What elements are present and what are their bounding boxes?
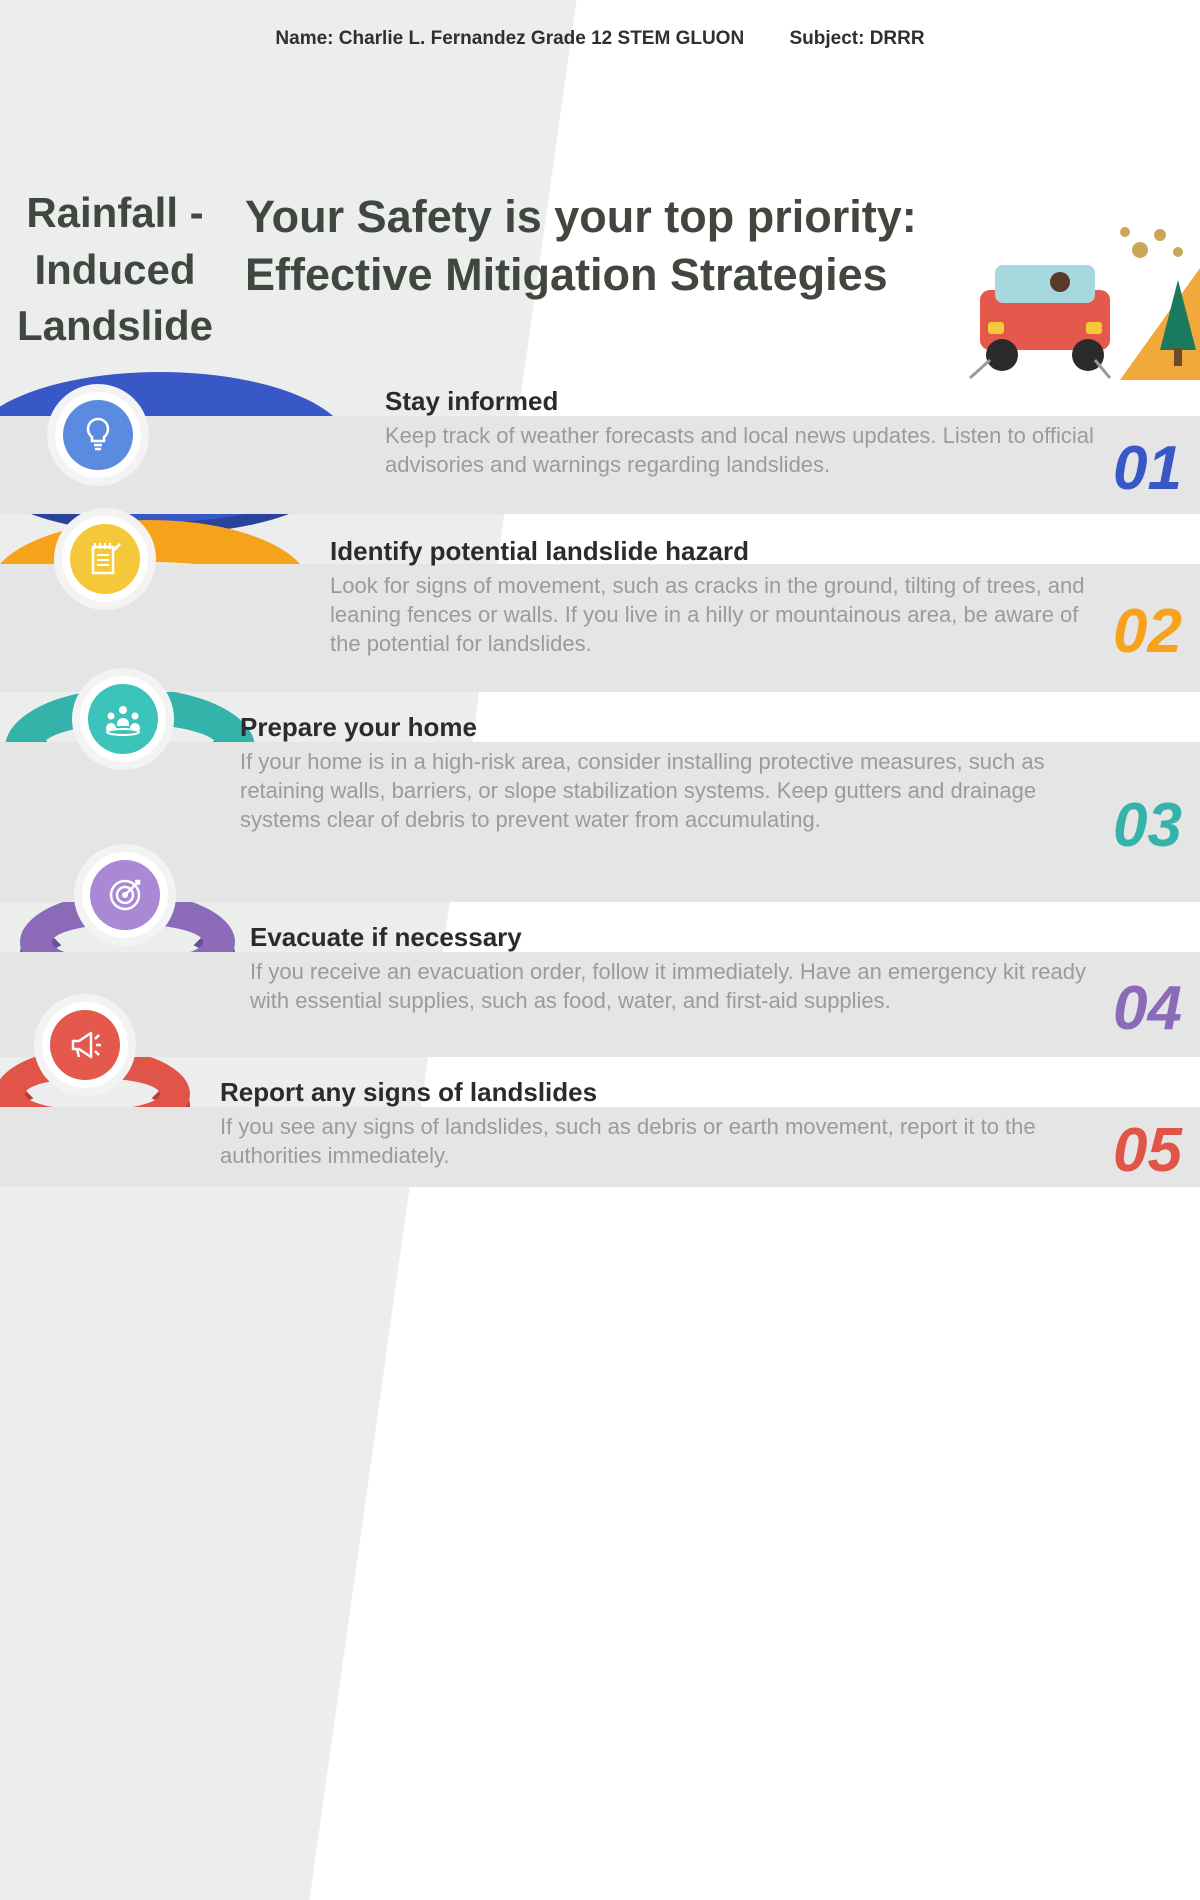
strategy-icon-badge [62,516,148,602]
bulb-icon [63,400,133,470]
slope-shape [1120,240,1200,380]
strategy-item: Stay informed Keep track of weather forec… [0,380,1200,514]
strategy-body: If you see any signs of landslides, such… [220,1112,1099,1170]
rock-3 [1120,227,1130,237]
people-icon [88,684,158,754]
student-name: Name: Charlie L. Fernandez Grade 12 STEM… [275,28,744,49]
strategy-body: Keep track of weather forecasts and loca… [385,421,1099,479]
notepad-icon [70,524,140,594]
strategy-bar: Prepare your homeIf your home is in a hi… [0,742,1200,902]
strategy-title: Report any signs of landslides [220,1077,1099,1108]
strategy-body: If you receive an evacuation order, foll… [250,957,1099,1015]
car-person-head [1050,272,1070,292]
car-wheel-left [986,339,1018,371]
strategy-body: Look for signs of movement, such as crac… [330,571,1099,658]
strategy-title: Prepare your home [240,712,1099,743]
strategy-bar: Report any signs of landslidesIf you see… [0,1107,1200,1187]
strategy-item: Identify potential landslide hazard Look … [0,528,1200,692]
subject-label: Subject: DRRR [789,28,924,49]
rock-2 [1154,229,1166,241]
strategy-title: Stay informed [385,386,1099,417]
strategy-body: If your home is in a high-risk area, con… [240,747,1099,834]
strategy-text: Prepare your homeIf your home is in a hi… [240,742,1099,844]
car-light-right [1086,322,1102,334]
header-line: Name: Charlie L. Fernandez Grade 12 STEM… [0,28,1200,50]
strategy-number: 01 [1099,430,1200,500]
strategy-number: 05 [1099,1112,1200,1182]
tree-trunk [1174,348,1182,366]
strategy-number: 03 [1099,787,1200,857]
strategy-icon-badge [82,852,168,938]
strategy-bar: Evacuate if necessaryIf you receive an e… [0,952,1200,1057]
megaphone-icon [50,1010,120,1080]
strategy-item: Evacuate if necessary If you receive an e… [0,916,1200,1057]
strategy-number: 04 [1099,970,1200,1040]
target-icon [90,860,160,930]
left-topic-title: Rainfall - Induced Landslide [0,185,230,355]
strategy-text: Identify potential landslide hazardLook … [330,564,1099,668]
car-window [995,265,1095,303]
strategy-text: Stay informedKeep track of weather forec… [385,416,1099,489]
rock-4 [1173,247,1183,257]
strategy-text: Report any signs of landslidesIf you see… [220,1107,1099,1180]
strategy-icon-badge [80,676,166,762]
road-line-2 [1095,360,1110,378]
strategy-item: Report any signs of landslides If you see… [0,1071,1200,1187]
strategy-bar: Stay informedKeep track of weather forec… [0,416,1200,514]
strategy-number: 02 [1099,593,1200,663]
strategy-item: Prepare your home If your home is in a hi… [0,706,1200,902]
strategy-title: Evacuate if necessary [250,922,1099,953]
car-light-left [988,322,1004,334]
strategy-icon-badge [55,392,141,478]
main-title: Your Safety is your top priority: Effect… [245,188,965,303]
strategy-list: Stay informed Keep track of weather forec… [0,380,1200,1201]
strategy-bar: Identify potential landslide hazardLook … [0,564,1200,692]
rock-1 [1132,242,1148,258]
strategy-text: Evacuate if necessaryIf you receive an e… [250,952,1099,1025]
strategy-title: Identify potential landslide hazard [330,536,1099,567]
strategy-icon-badge [42,1002,128,1088]
landslide-car-illustration [960,210,1200,380]
road-line-1 [970,360,990,378]
